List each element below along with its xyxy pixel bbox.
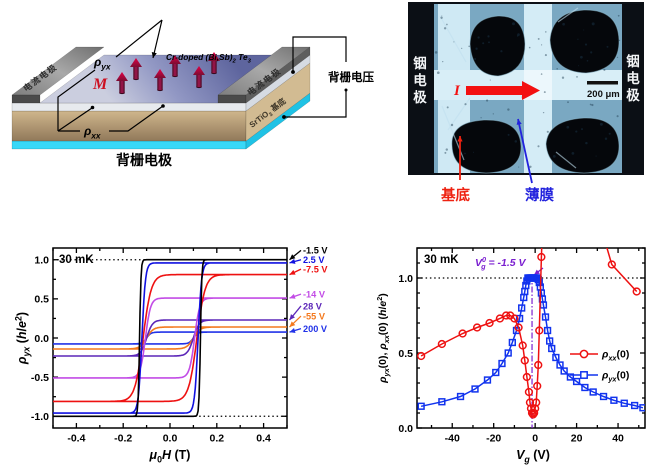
y-tick-label: 0.5 [34, 294, 49, 306]
series-labels: 200 V -55 V28 V-14 V -7.5 V2.5 V-1.5 V [288, 246, 328, 334]
x-tick-label: 40 [612, 433, 624, 445]
legend-label: ρxx(0) [601, 349, 629, 363]
y-tick-label: 0.0 [34, 333, 49, 345]
legend-label: ρyx(0) [601, 370, 629, 384]
x-tick-label: -20 [486, 433, 501, 445]
film-material-label: Cr-doped (Bi,Sb)2 Te3 [166, 52, 252, 64]
series-label: -55 V [303, 311, 326, 321]
charge-neutral-annotation: V0 g = -1.5 V [475, 255, 527, 271]
device-3d-drawing [11, 19, 348, 150]
schematic-panel: Cr-doped (Bi,Sb)2 Te3 ρyx ρxx M 电流电极 电流电… [11, 19, 374, 168]
x-tick-label: 0 [532, 433, 538, 445]
current-symbol: I [453, 83, 461, 99]
hysteresis-chart: -0.4 -0.2 0.0 0.2 0.4 -1.0 -0.5 0.0 0.5 1.0 200 V -… [13, 246, 328, 465]
scale-bar-label: 200 μm [587, 89, 620, 100]
rho-yx-label: ρyx [93, 55, 111, 71]
hysteresis-loop [53, 331, 287, 345]
hysteresis-curves [53, 258, 287, 418]
y-tick-label: 1.0 [398, 273, 413, 285]
x-tick-label: -40 [445, 433, 460, 445]
y-tick-label: -1.0 [31, 411, 49, 423]
substrate-callout-label: 基底 [440, 186, 470, 204]
indium-electrode-label-right: 铟电极 [626, 53, 640, 103]
series-label: 28 V [303, 301, 323, 311]
x-tick-label: 0.2 [209, 433, 224, 445]
back-gate-electrode-label: 背栅电极 [116, 152, 173, 168]
film-callout-label: 薄膜 [525, 186, 554, 204]
scale-bar [587, 81, 618, 85]
back-gate-voltage-label: 背栅电压 [328, 70, 374, 84]
temperature-label: 30 mK [59, 254, 94, 266]
hysteresis-loop [53, 262, 287, 414]
hysteresis-loop [53, 326, 287, 350]
series-label: -7.5 V [303, 265, 328, 275]
legend: ρxx(0) ρyx(0) [570, 349, 629, 384]
hysteresis-loop [53, 319, 287, 357]
axes [416, 247, 646, 429]
series-label: -14 V [303, 290, 326, 300]
indium-electrode-label-left: 铟电极 [413, 55, 427, 105]
y-tick-label: 0.5 [398, 348, 413, 360]
y-axis-title: ρyx(0), ρxx(0) (h/e2) [375, 293, 391, 384]
y-axis-title: ρyx (h/e2) [13, 312, 31, 365]
x-axis-title: Vg (V) [516, 448, 550, 465]
hysteresis-loop [53, 297, 287, 379]
y-tick-label: 1.0 [34, 255, 49, 267]
series-label: 200 V [303, 324, 328, 334]
micrograph-panel: 铟电极 铟电极 I 200 μm 基底 薄膜 [408, 2, 644, 204]
y-tick-label: -0.5 [31, 372, 49, 384]
x-tick-label: 20 [571, 433, 583, 445]
gate-voltage-plot: -40 -20 0 20 40 0.0 0.5 1.0 ρxx(0) ρyx(0) [398, 247, 646, 445]
magnetization-arrows [116, 52, 220, 95]
series-label: -1.5 V [303, 246, 328, 256]
x-tick-label: -0.4 [67, 433, 85, 445]
temperature-label: 30 mK [424, 254, 459, 266]
hysteresis-loop [53, 258, 287, 418]
data-series [417, 248, 645, 419]
x-tick-label: 0.4 [256, 433, 271, 445]
micrograph-image [408, 2, 644, 184]
x-tick-label: -0.2 [114, 433, 132, 445]
hysteresis-loop [53, 273, 287, 403]
callout-arrows [457, 118, 533, 184]
series-label: 2.5 V [303, 255, 325, 265]
current-arrow [466, 81, 540, 100]
gate-voltage-chart: -40 -20 0 20 40 0.0 0.5 1.0 ρxx(0) ρyx(0) 30 mK V… [375, 247, 646, 465]
y-tick-label: 0.0 [398, 423, 413, 435]
x-axis-title: μ0H (T) [149, 448, 191, 465]
hysteresis-plot: -0.4 -0.2 0.0 0.2 0.4 -1.0 -0.5 0.0 0.5 1.0 200 V -… [31, 246, 328, 445]
magnetization-label: M [92, 76, 108, 93]
x-tick-label: 0.0 [163, 433, 178, 445]
rho-xx-label: ρxx [83, 124, 101, 140]
